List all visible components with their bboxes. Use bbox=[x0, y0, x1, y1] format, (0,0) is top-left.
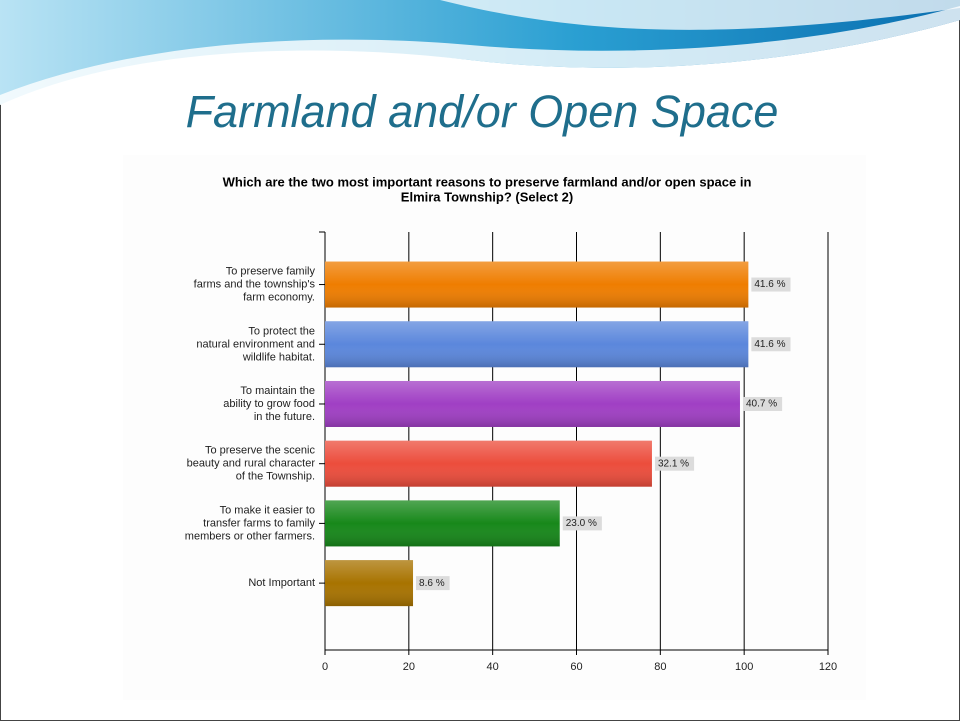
chart: Which are the two most important reasons… bbox=[185, 174, 837, 672]
y-tick-label-line: farm economy. bbox=[243, 291, 315, 303]
value-label: 32.1 % bbox=[658, 458, 689, 469]
x-tick-label: 80 bbox=[654, 661, 666, 673]
value-label-bg bbox=[751, 277, 791, 292]
value-label: 40.7 % bbox=[746, 399, 777, 410]
bar-shine bbox=[325, 560, 414, 607]
x-tick-label: 40 bbox=[487, 661, 499, 673]
y-tick-label-line: natural environment and bbox=[196, 338, 315, 350]
y-tick-label-line: in the future. bbox=[254, 411, 315, 423]
x-tick-label: 100 bbox=[735, 661, 753, 673]
chart-title: Elmira Township? (Select 2) bbox=[401, 189, 573, 204]
y-tick-label-line: members or other farmers. bbox=[185, 530, 315, 542]
chart-panel bbox=[123, 155, 866, 700]
chart-title: Which are the two most important reasons… bbox=[223, 174, 752, 189]
y-tick-label-line: To preserve family bbox=[226, 265, 316, 277]
y-tick-label-line: ability to grow food bbox=[223, 398, 315, 410]
slide-title: Farmland and/or Open Space bbox=[186, 86, 779, 137]
value-label: 8.6 % bbox=[419, 578, 445, 589]
y-tick-label: To maintain the ability to grow food in th… bbox=[223, 385, 315, 423]
x-tick-label: 0 bbox=[322, 661, 328, 673]
value-label-bg bbox=[742, 396, 783, 411]
y-tick-label-line: of the Township. bbox=[236, 471, 315, 483]
x-tick-label: 120 bbox=[819, 661, 837, 673]
x-tick-label: 60 bbox=[570, 661, 582, 673]
y-tick-label: To preserve family farms and the township… bbox=[194, 265, 316, 303]
bar-shine bbox=[325, 440, 652, 487]
y-tick-label-line: farms and the township's bbox=[194, 278, 316, 290]
y-tick-label-line: Not Important bbox=[248, 577, 315, 589]
value-label-bg bbox=[751, 337, 791, 352]
y-tick-label: To make it easier to transfer farms to fa… bbox=[185, 504, 316, 542]
value-label-bg bbox=[416, 576, 450, 591]
header-wave-gloss bbox=[440, 0, 960, 30]
y-tick-label-line: To maintain the bbox=[240, 385, 315, 397]
y-tick-label-line: transfer farms to family bbox=[203, 517, 315, 529]
x-tick-label: 20 bbox=[403, 661, 415, 673]
value-label-bg bbox=[654, 456, 695, 471]
y-tick-label-line: To make it easier to bbox=[220, 504, 315, 516]
bar-shine bbox=[325, 261, 749, 308]
y-tick-label-line: beauty and rural character bbox=[187, 458, 316, 470]
y-tick-label-line: wildlife habitat. bbox=[242, 351, 315, 363]
y-tick-label-line: To preserve the scenic bbox=[205, 445, 316, 457]
bar-shine bbox=[325, 380, 740, 427]
bar-shine bbox=[325, 500, 560, 547]
bar-shine bbox=[325, 321, 749, 368]
value-label: 41.6 % bbox=[754, 279, 785, 290]
value-label: 23.0 % bbox=[566, 518, 597, 529]
y-tick-label-line: To protect the bbox=[248, 325, 315, 337]
y-tick-label: To protect the natural environment and wil… bbox=[196, 325, 315, 363]
y-tick-label: Not Important bbox=[248, 577, 315, 589]
header-wave-highlight bbox=[0, 6, 960, 105]
y-tick-label: To preserve the scenic beauty and rural c… bbox=[187, 445, 316, 483]
value-label-bg bbox=[562, 516, 602, 531]
value-label: 41.6 % bbox=[754, 339, 785, 350]
